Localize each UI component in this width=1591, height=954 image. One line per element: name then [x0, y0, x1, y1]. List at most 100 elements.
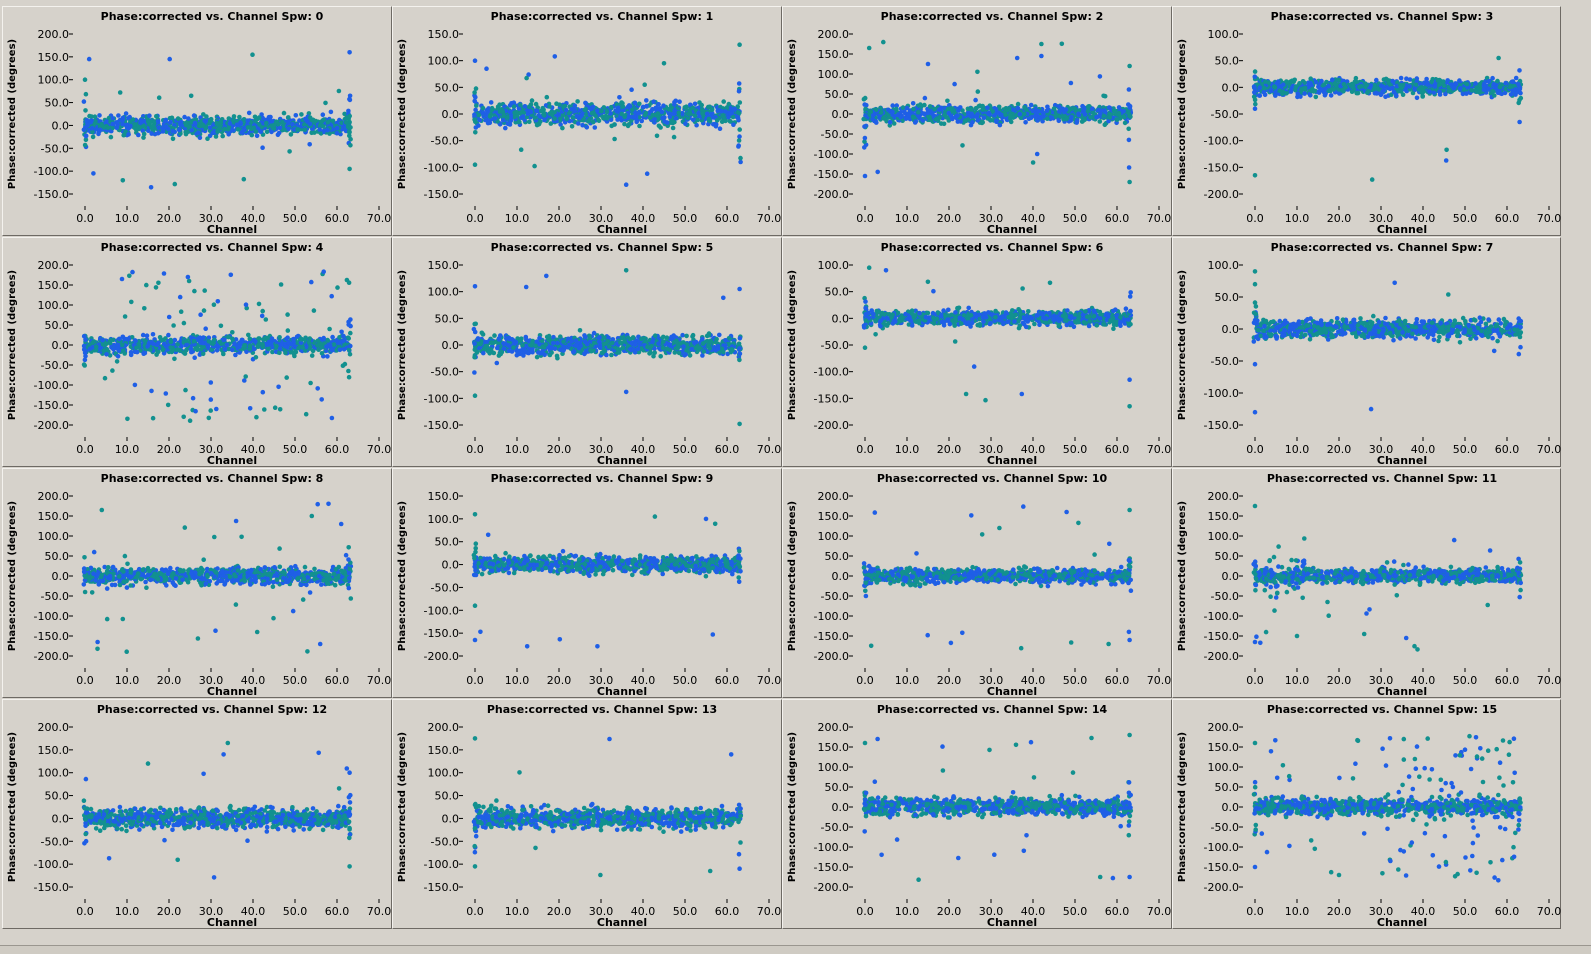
- data-point: [1034, 151, 1040, 157]
- data-point: [670, 125, 676, 131]
- data-point: [325, 354, 330, 359]
- x-tick-label: 30.0: [1369, 212, 1394, 225]
- data-point: [270, 349, 275, 355]
- data-point: [347, 113, 353, 119]
- data-point: [595, 108, 600, 113]
- data-point: [988, 117, 993, 123]
- data-point: [287, 149, 292, 154]
- data-point: [619, 100, 624, 105]
- data-point: [736, 144, 741, 149]
- data-point: [1122, 120, 1128, 126]
- data-point: [505, 121, 511, 127]
- plot-panel-spw-2: Phase:corrected vs. Channel Spw: 2 Phase:…: [782, 6, 1172, 236]
- data-point: [501, 112, 506, 118]
- data-point: [1007, 106, 1012, 111]
- data-point: [253, 129, 259, 134]
- data-point: [1059, 41, 1065, 47]
- data-point: [302, 127, 308, 132]
- data-point: [247, 343, 253, 348]
- data-point: [632, 100, 638, 106]
- data-point: [348, 125, 353, 130]
- data-point: [256, 115, 262, 120]
- data-point: [1008, 119, 1014, 125]
- data-point: [975, 69, 980, 75]
- data-point: [310, 348, 316, 354]
- data-point: [1102, 93, 1108, 99]
- data-point: [341, 333, 346, 339]
- data-point: [958, 119, 963, 124]
- data-point: [669, 119, 675, 125]
- data-point: [127, 273, 132, 279]
- data-point: [344, 277, 350, 283]
- data-point: [1028, 102, 1034, 108]
- data-point: [736, 110, 742, 116]
- data-point: [116, 113, 121, 118]
- data-point: [181, 320, 187, 326]
- data-point: [620, 108, 626, 113]
- x-axis-label: Channel: [597, 454, 647, 467]
- data-point: [254, 414, 259, 420]
- data-point: [671, 111, 676, 117]
- data-point: [142, 338, 147, 343]
- data-point: [264, 129, 270, 135]
- data-point: [575, 99, 580, 104]
- data-point: [123, 111, 129, 116]
- data-point: [321, 335, 327, 341]
- data-point: [576, 121, 581, 126]
- data-point: [572, 103, 578, 108]
- data-point: [1497, 84, 1503, 90]
- data-point: [325, 127, 330, 133]
- data-point: [1388, 82, 1393, 87]
- data-point: [1088, 115, 1093, 120]
- data-point: [1372, 84, 1378, 90]
- data-point: [90, 134, 96, 140]
- x-tick-label: 0.0: [1246, 212, 1264, 225]
- data-point: [247, 346, 253, 352]
- data-point: [111, 342, 117, 348]
- data-point: [348, 330, 353, 336]
- data-point: [700, 353, 705, 358]
- data-point: [654, 133, 660, 139]
- data-point: [1106, 105, 1112, 110]
- data-point: [1441, 79, 1446, 84]
- data-point: [256, 336, 261, 341]
- data-point: [736, 117, 741, 123]
- data-point: [122, 314, 128, 319]
- data-point: [1299, 87, 1304, 92]
- data-point: [1096, 107, 1101, 113]
- data-point: [192, 288, 197, 294]
- data-point: [197, 135, 203, 140]
- plot-panel-spw-4: Phase:corrected vs. Channel Spw: 4 Phase:…: [2, 237, 392, 467]
- data-point: [1330, 77, 1335, 82]
- data-point: [572, 107, 577, 113]
- data-point: [1374, 77, 1379, 83]
- data-point: [307, 346, 313, 351]
- data-point: [1469, 87, 1474, 93]
- y-tick-label: -150.0: [814, 168, 849, 181]
- data-point: [968, 122, 974, 128]
- data-point: [156, 340, 161, 346]
- x-tick-label: 20.0: [157, 212, 182, 225]
- data-point: [1121, 109, 1126, 114]
- data-point: [334, 125, 340, 131]
- y-tick-label: 0.0: [442, 339, 460, 352]
- data-point: [612, 136, 617, 142]
- data-point: [558, 122, 563, 127]
- data-point: [134, 345, 139, 351]
- data-point: [320, 124, 326, 129]
- data-point: [142, 306, 147, 311]
- data-point: [329, 293, 335, 299]
- data-point: [736, 88, 742, 94]
- data-point: [99, 121, 104, 127]
- data-point: [226, 334, 231, 340]
- data-point: [1253, 101, 1258, 107]
- data-point: [1023, 120, 1028, 125]
- y-axis-label: Phase:corrected (degrees): [397, 39, 408, 189]
- data-point: [1517, 97, 1522, 103]
- data-point: [1057, 109, 1062, 114]
- data-point: [111, 346, 116, 352]
- data-point: [190, 395, 196, 401]
- data-point: [1041, 111, 1046, 116]
- data-point: [141, 131, 147, 137]
- data-point: [167, 56, 172, 62]
